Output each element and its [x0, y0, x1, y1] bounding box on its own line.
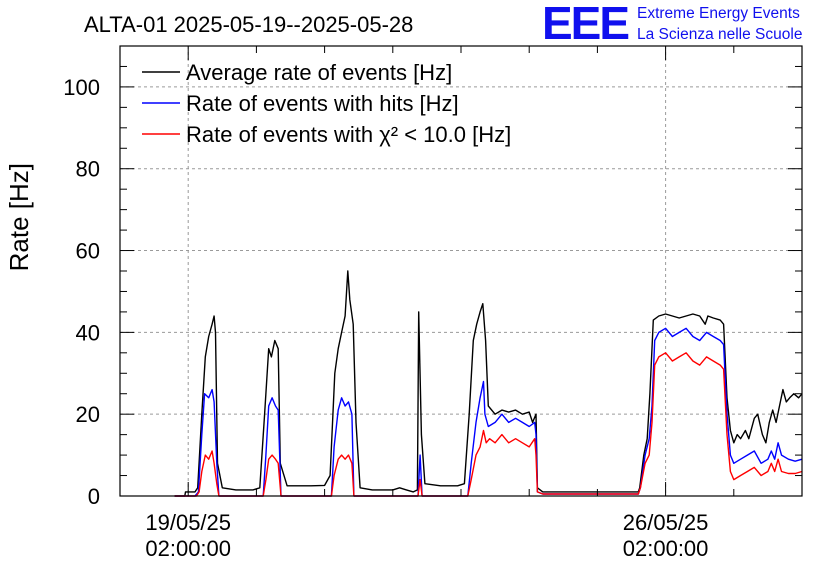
series-line-2: [174, 352, 803, 497]
plot-frame: [119, 45, 803, 497]
legend-label-hits: Rate of events with hits [Hz]: [186, 91, 459, 116]
legend-label-chi2: Rate of events with χ² < 10.0 [Hz]: [186, 122, 511, 147]
y-tick-label: 80: [76, 157, 100, 182]
y-tick-label: 20: [76, 402, 100, 427]
chart-title: ALTA-01 2025-05-19--2025-05-28: [84, 12, 413, 37]
series-line-0: [174, 270, 803, 497]
x-tick-date: 26/05/25: [623, 510, 709, 535]
y-tick-label: 40: [76, 320, 100, 345]
y-tick-label: 60: [76, 239, 100, 264]
x-tick-time: 02:00:00: [145, 536, 231, 561]
x-tick-date: 19/05/25: [145, 510, 231, 535]
org-subtitle: La Scienza nelle Scuole: [637, 26, 802, 43]
series-line-1: [174, 327, 803, 497]
y-tick-label: 100: [63, 75, 100, 100]
grid-lines: [120, 46, 802, 496]
y-tick-labels: 0 20 40 60 80 100: [63, 75, 100, 509]
legend: Average rate of events [Hz] Rate of even…: [142, 60, 511, 147]
org-name: Extreme Energy Events: [637, 5, 800, 22]
eee-logo: EEE: [542, 0, 628, 49]
y-tick-label: 0: [88, 484, 100, 509]
series-lines: [174, 270, 803, 497]
y-axis-label: Rate [Hz]: [4, 163, 34, 271]
x-tick-time: 02:00:00: [623, 536, 709, 561]
legend-label-average: Average rate of events [Hz]: [186, 60, 452, 85]
